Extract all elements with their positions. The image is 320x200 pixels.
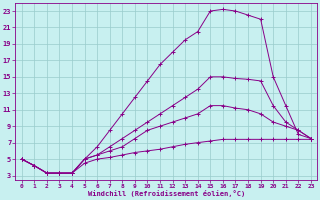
X-axis label: Windchill (Refroidissement éolien,°C): Windchill (Refroidissement éolien,°C): [88, 190, 245, 197]
